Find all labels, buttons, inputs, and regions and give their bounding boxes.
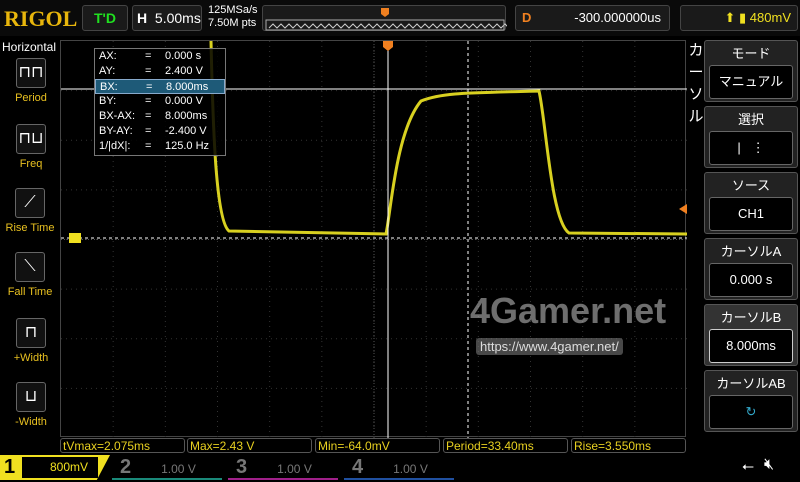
- cursor-readout: AX: = 0.000 s AY: = 2.400 V BX: = 8.000ms BY: =…: [94, 48, 226, 156]
- label: Period: [15, 92, 47, 104]
- ch2-scale: 1.00 V: [161, 462, 196, 476]
- cursor-a-title: カーソルA: [720, 244, 782, 259]
- cursor-row-selected: BX: = 8.000ms: [95, 79, 225, 94]
- cursor-ab-title: カーソルAB: [716, 376, 786, 391]
- label: +Width: [13, 352, 49, 364]
- watermark-url: https://www.4gamer.net/: [476, 338, 623, 355]
- usb-icon: ⭠: [742, 458, 755, 475]
- trigger-edge-icon: ⬆ ▮: [724, 10, 750, 25]
- cursor-row: BY: = 0.000 V: [99, 95, 203, 107]
- horizontal-measure-sidebar: Horizontal ⊓⊓ Period ⊓⊔ Freq ⟋ Rise Time ⟍ F…: [0, 38, 58, 438]
- measure-period[interactable]: ⊓⊓ Period: [8, 58, 54, 104]
- label: -Width: [15, 416, 47, 428]
- cursor-row: AY: = 2.400 V: [99, 65, 203, 77]
- delay-label: D: [522, 10, 532, 25]
- label: Fall Time: [7, 286, 53, 298]
- trigger-level-marker: [679, 204, 687, 214]
- fall-time-icon: ⟍: [15, 252, 45, 282]
- measure-pos-width[interactable]: ⊓ +Width: [8, 318, 54, 364]
- ch4-scale: 1.00 V: [393, 462, 428, 476]
- mode-menu[interactable]: モード マニュアル: [704, 40, 798, 102]
- select-menu[interactable]: 選択 | ⋮: [704, 106, 798, 168]
- neg-width-icon: ⊔: [16, 382, 46, 412]
- source-title: ソース: [731, 178, 771, 193]
- rotate-knob-icon: ↻: [709, 395, 793, 429]
- source-menu[interactable]: ソース CH1: [704, 172, 798, 234]
- sidebar-title: Horizontal: [2, 40, 57, 54]
- trigger-level-button[interactable]: ⬆ ▮ 480mV: [680, 5, 798, 31]
- timebase-button[interactable]: H 5.00ms: [132, 5, 202, 31]
- measurement-tvmax: tVmax=2.075ms: [60, 438, 185, 453]
- select-cursor-icon: | ⋮: [709, 131, 793, 165]
- ch1-scale: 800mV: [22, 457, 98, 478]
- cursor-ab-menu[interactable]: カーソルAB ↻: [704, 370, 798, 432]
- label: Freq: [19, 158, 43, 170]
- timebase-value: 5.00ms: [154, 10, 201, 26]
- mode-title: モード: [731, 46, 771, 61]
- trigger-position-marker: [383, 41, 393, 51]
- top-bar: RIGOL T'D H 5.00ms 125MSa/s 7.50M pts D -3…: [0, 0, 800, 36]
- cursor-row: BX-AX: = 8.000ms: [99, 110, 208, 122]
- delay-button[interactable]: D -300.000000us: [515, 5, 670, 31]
- mute-icon[interactable]: 🔇︎: [764, 456, 775, 473]
- rigol-logo: RIGOL: [4, 6, 78, 31]
- acquisition-info: 125MSa/s 7.50M pts: [208, 4, 258, 30]
- rise-time-icon: ⟋: [15, 188, 45, 218]
- waveform-display[interactable]: [60, 40, 688, 438]
- measurement-rise: Rise=3.550ms: [571, 438, 686, 453]
- measure-neg-width[interactable]: ⊔ -Width: [8, 382, 54, 428]
- cursor-b-title: カーソルB: [720, 310, 782, 325]
- select-title: 選択: [737, 112, 764, 127]
- channel-1-button[interactable]: 1 800mV: [0, 455, 110, 480]
- sample-rate: 125MSa/s: [208, 4, 258, 16]
- mode-value: マニュアル: [709, 65, 793, 99]
- trigger-position-marker: [381, 8, 389, 17]
- measure-rise-time[interactable]: ⟋ Rise Time: [0, 188, 60, 234]
- cursor-b-value: 8.000ms: [709, 329, 793, 363]
- trigger-level: 480mV: [749, 10, 791, 25]
- delay-value: -300.000000us: [574, 10, 661, 25]
- ch3-scale: 1.00 V: [277, 462, 312, 476]
- waveform-overview[interactable]: [262, 5, 526, 31]
- trigger-status: T'D: [82, 5, 128, 31]
- cursor-b-menu[interactable]: カーソルB 8.000ms: [704, 304, 798, 366]
- channel-4-button[interactable]: 4 1.00 V: [344, 455, 454, 480]
- cursor-a-menu[interactable]: カーソルA 0.000 s: [704, 238, 798, 300]
- memory-depth: 7.50M pts: [208, 17, 257, 29]
- channel-2-button[interactable]: 2 1.00 V: [112, 455, 222, 480]
- channel-3-button[interactable]: 3 1.00 V: [228, 455, 338, 480]
- measure-fall-time[interactable]: ⟍ Fall Time: [0, 252, 60, 298]
- measurement-period: Period=33.40ms: [443, 438, 568, 453]
- overview-wave: [265, 8, 526, 31]
- freq-icon: ⊓⊔: [16, 124, 46, 154]
- timebase-label: H: [137, 10, 148, 26]
- cursor-a-value: 0.000 s: [709, 263, 793, 297]
- graticule: [61, 40, 688, 438]
- cursor-row: BY-AY: = -2.400 V: [99, 125, 207, 137]
- measure-freq[interactable]: ⊓⊔ Freq: [8, 124, 54, 170]
- measurement-min: Min=-64.0mV: [315, 438, 440, 453]
- ch1-ground-marker: [69, 233, 81, 243]
- label: Rise Time: [5, 222, 55, 234]
- cursor-menu-title: カーソル: [688, 42, 704, 125]
- measurement-max: Max=2.43 V: [187, 438, 312, 453]
- source-value: CH1: [709, 197, 793, 231]
- pos-width-icon: ⊓: [16, 318, 46, 348]
- cursor-row: 1/|dX|: = 125.0 Hz: [99, 140, 210, 152]
- watermark-logo: 4Gamer.net: [470, 290, 667, 331]
- period-icon: ⊓⊓: [16, 58, 46, 88]
- ch1-trace: [209, 40, 688, 236]
- cursor-row: AX: = 0.000 s: [99, 50, 202, 62]
